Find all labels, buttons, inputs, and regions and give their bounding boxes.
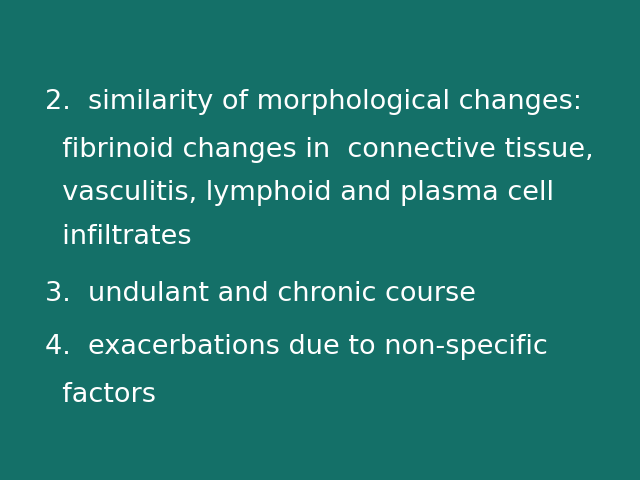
Text: 4.  exacerbations due to non-specific: 4. exacerbations due to non-specific [45,334,548,360]
Text: vasculitis, lymphoid and plasma cell: vasculitis, lymphoid and plasma cell [45,180,554,206]
Text: infiltrates: infiltrates [45,224,191,250]
Text: 2.  similarity of morphological changes:: 2. similarity of morphological changes: [45,89,582,115]
Text: factors: factors [45,382,156,408]
Text: fibrinoid changes in  connective tissue,: fibrinoid changes in connective tissue, [45,137,593,163]
Text: 3.  undulant and chronic course: 3. undulant and chronic course [45,281,476,307]
